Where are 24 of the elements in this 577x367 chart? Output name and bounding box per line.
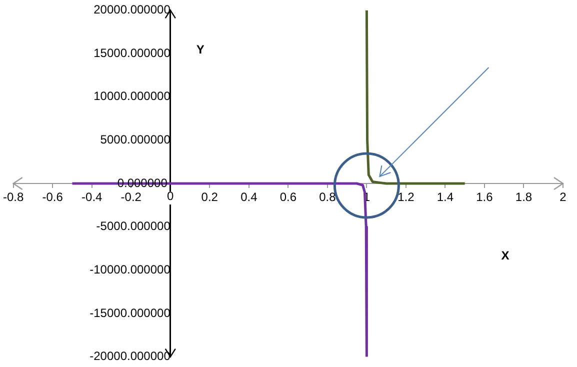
x-tick-label: 0.8: [319, 190, 336, 204]
y-axis-title: Y: [196, 42, 204, 56]
y-tick-label: -5000.000000: [96, 219, 171, 234]
x-tick-label: 0: [167, 188, 174, 203]
y-tick-label: 20000.000000: [94, 2, 171, 17]
x-tick-label: 1.8: [515, 190, 532, 204]
x-tick-label: -0.6: [42, 190, 64, 204]
x-tick-label: 0.2: [201, 190, 218, 204]
x-axis-title: X: [501, 248, 510, 263]
y-tick-label: -20000.000000: [90, 349, 171, 364]
x-tick-label: -0.4: [82, 190, 103, 204]
x-tick-label: 1.6: [476, 190, 494, 204]
x-tick-label: -0.2: [120, 190, 142, 204]
y-tick-label: 15000.000000: [94, 46, 171, 60]
y-tick-label: 5000.000000: [100, 132, 171, 146]
y-tick-label: -15000.000000: [90, 306, 171, 320]
x-tick-label: 2: [560, 190, 567, 204]
x-tick-label: 1.4: [436, 190, 454, 204]
y-tick-label: -10000.000000: [90, 262, 171, 276]
y-tick-label: 10000.000000: [94, 89, 171, 104]
x-tick-label: 1.2: [398, 190, 415, 204]
x-tick-label: 0.4: [240, 190, 258, 204]
x-tick-label: -0.8: [2, 190, 24, 204]
x-tick-label: 0.6: [280, 190, 297, 204]
